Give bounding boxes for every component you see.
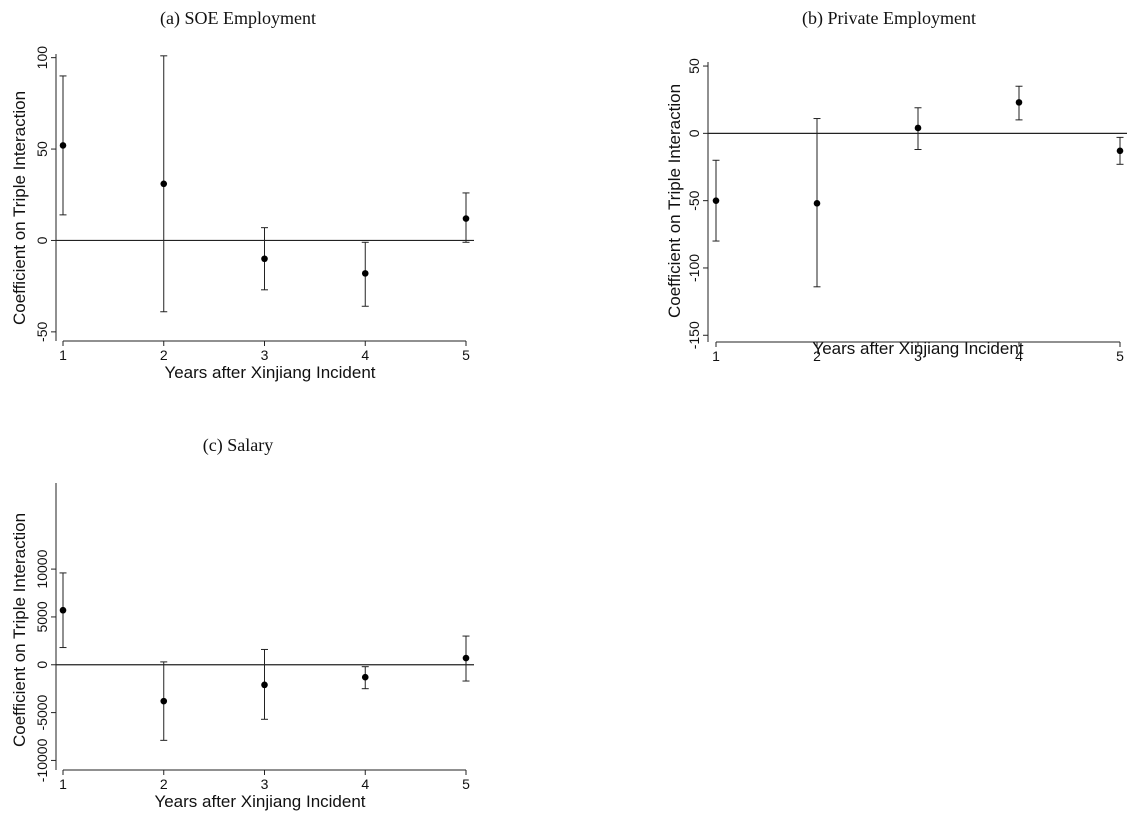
panel-c-xlabel: Years after Xinjiang Incident	[154, 792, 365, 811]
point-estimate	[160, 180, 168, 188]
x-tick-label: 1	[59, 776, 67, 792]
x-tick-label: 1	[712, 348, 720, 364]
point-estimate	[261, 681, 268, 689]
y-tick-label: 0	[34, 661, 50, 669]
x-tick-label: 3	[261, 776, 269, 792]
y-tick-label: 10000	[34, 549, 50, 588]
panel-b: (b) Private Employment Years after Xinji…	[665, 8, 1127, 364]
panel-b-xlabel: Years after Xinjiang Incident	[812, 339, 1023, 358]
panel-a-plot: -50 0 50 100 1 2 3 4 5	[34, 46, 474, 363]
point-estimate	[361, 270, 369, 277]
y-tick-label: 0	[34, 236, 50, 244]
panel-b-ylabel: Coefficient on Triple Interaction	[665, 84, 684, 318]
point-estimate	[914, 124, 922, 132]
y-tick-label: 100	[34, 46, 50, 70]
panel-c: (c) Salary Years after Xinjiang Incident…	[10, 435, 474, 811]
y-tick-label: -50	[34, 322, 50, 342]
point-estimate	[59, 142, 67, 149]
point-estimate	[462, 654, 470, 662]
x-tick-label: 5	[462, 776, 470, 792]
y-tick-label: -150	[686, 321, 702, 349]
x-tick-label: 5	[1116, 348, 1124, 364]
x-tick-label: 5	[462, 347, 470, 363]
panel-a-ylabel: Coefficient on Triple Interaction	[10, 91, 29, 325]
x-tick-label: 2	[160, 347, 168, 363]
panel-b-plot: -150 -100 -50 0 50 1 2 3 4 5	[686, 58, 1127, 364]
point-estimate	[462, 215, 470, 222]
y-tick-label: 0	[686, 129, 702, 137]
y-tick-label: -100	[686, 254, 702, 282]
point-estimate	[712, 197, 720, 204]
panel-b-title: (b) Private Employment	[802, 8, 976, 29]
y-tick-label: -5000	[34, 694, 50, 730]
x-tick-label: 2	[813, 348, 821, 364]
y-tick-label: 50	[34, 141, 50, 157]
panel-c-title: (c) Salary	[203, 435, 273, 456]
y-tick-label: -10000	[34, 738, 50, 782]
x-tick-label: 2	[160, 776, 168, 792]
x-tick-label: 1	[59, 347, 67, 363]
panel-c-ylabel: Coefficient on Triple Interaction	[10, 513, 29, 747]
point-estimate	[361, 673, 369, 681]
panel-a-title: (a) SOE Employment	[160, 8, 316, 29]
x-tick-label: 4	[361, 776, 369, 792]
x-tick-label: 3	[261, 347, 269, 363]
y-tick-label: 5000	[34, 601, 50, 632]
point-estimate	[261, 255, 268, 263]
point-estimate	[1015, 99, 1023, 106]
y-tick-label: 50	[686, 58, 702, 74]
point-estimate	[1116, 147, 1124, 155]
panel-a-xlabel: Years after Xinjiang Incident	[164, 363, 375, 382]
panel-a: (a) SOE Employment Years after Xinjiang …	[10, 8, 474, 382]
point-estimate	[813, 200, 821, 207]
y-tick-label: -50	[686, 190, 702, 210]
x-tick-label: 4	[361, 347, 369, 363]
x-tick-label: 3	[914, 348, 922, 364]
panel-c-plot: -10000 -5000 0 5000 10000 1 2 3 4 5	[34, 483, 474, 792]
x-tick-label: 4	[1015, 348, 1023, 364]
point-estimate	[59, 606, 67, 614]
point-estimate	[160, 697, 168, 705]
